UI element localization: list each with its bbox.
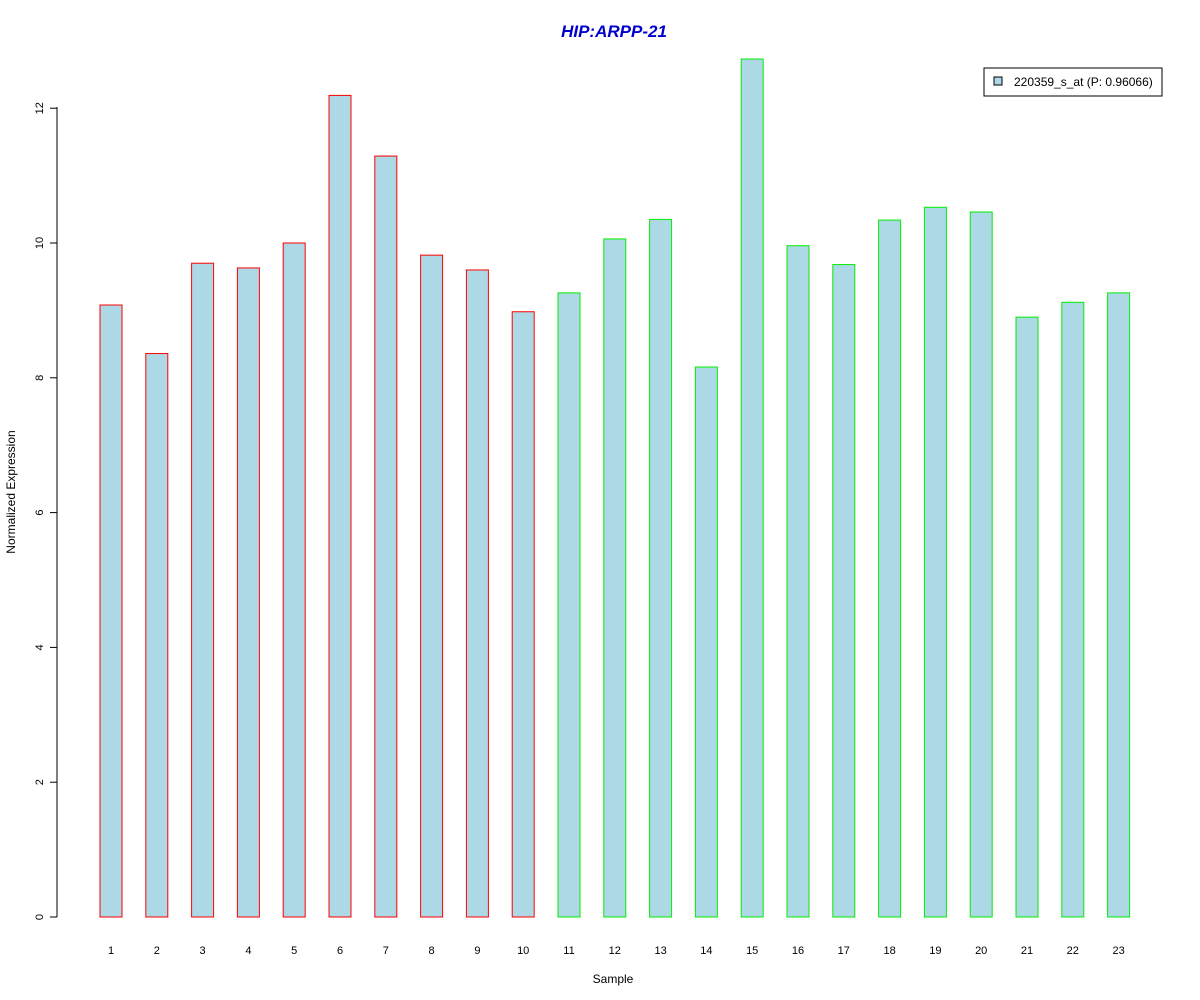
bar-sample-8 (420, 254, 444, 918)
y-tick-label: 8 (34, 375, 46, 381)
y-tick-label: 10 (34, 237, 46, 249)
y-axis: 0 2 4 6 8 10 12 (34, 102, 58, 920)
x-tick-label: 16 (792, 945, 804, 957)
bar-sample-14 (694, 366, 718, 918)
bar-sample-2 (145, 353, 169, 918)
bar-sample-1 (99, 304, 123, 918)
x-tick-label: 14 (700, 945, 712, 957)
x-tick-label: 11 (563, 945, 574, 957)
legend-box (983, 67, 1163, 97)
x-tick-label: 18 (883, 945, 895, 957)
bar-sample-13 (649, 218, 673, 918)
bar-sample-6 (328, 94, 352, 918)
chart-title: HIP:ARPP-21 (561, 22, 667, 41)
x-tick-label: 13 (654, 945, 666, 957)
x-tick-label: 5 (291, 945, 297, 957)
legend-swatch (993, 76, 1003, 86)
bar-sample-4 (236, 267, 260, 918)
x-tick-label: 6 (337, 945, 343, 957)
bar-sample-21 (1015, 316, 1039, 918)
legend-label: 220359_s_at (P: 0.96066) (1014, 75, 1153, 89)
x-tick-label: 7 (383, 945, 389, 957)
y-tick-label: 12 (34, 102, 46, 114)
x-axis-tick-labels: 1 2 3 4 5 6 7 8 9 10 11 12 13 14 15 16 17 18 19 20 21 22 23 (108, 945, 1125, 957)
bar-sample-5 (282, 242, 306, 918)
bar-sample-15 (740, 58, 764, 918)
bars (99, 58, 1131, 918)
x-tick-label: 4 (245, 945, 251, 957)
y-tick-label: 6 (34, 510, 46, 516)
bar-sample-12 (603, 238, 627, 918)
x-tick-label: 15 (746, 945, 758, 957)
bar-sample-23 (1107, 292, 1131, 918)
x-tick-label: 8 (429, 945, 435, 957)
y-axis-ticks: 0 2 4 6 8 10 12 (34, 102, 57, 920)
bar-sample-11 (557, 292, 581, 918)
x-tick-label: 12 (609, 945, 621, 957)
bar-sample-20 (969, 211, 993, 918)
bar-sample-3 (191, 262, 215, 918)
x-tick-label: 9 (474, 945, 480, 957)
bar-sample-19 (923, 206, 947, 918)
x-tick-label: 10 (517, 945, 529, 957)
x-tick-label: 1 (108, 945, 114, 957)
bar-sample-7 (374, 155, 398, 918)
x-tick-label: 2 (154, 945, 160, 957)
x-tick-label: 20 (975, 945, 987, 957)
y-tick-label: 2 (34, 779, 46, 785)
y-tick-label: 0 (34, 914, 46, 920)
bar-sample-9 (465, 269, 489, 918)
x-tick-label: 3 (200, 945, 206, 957)
bar-sample-17 (832, 264, 856, 918)
x-axis-title: Sample (593, 972, 634, 986)
y-tick-label: 4 (34, 644, 46, 650)
bar-sample-10 (511, 311, 535, 918)
x-tick-label: 21 (1021, 945, 1033, 957)
x-tick-label: 23 (1112, 945, 1124, 957)
y-axis-title: Normalized Expression (4, 430, 18, 553)
x-tick-label: 22 (1067, 945, 1079, 957)
bar-sample-22 (1061, 301, 1085, 918)
legend: 220359_s_at (P: 0.96066) (983, 67, 1163, 97)
x-tick-label: 19 (929, 945, 941, 957)
bar-sample-18 (878, 219, 902, 918)
bar-sample-16 (786, 245, 810, 918)
x-tick-label: 17 (838, 945, 850, 957)
